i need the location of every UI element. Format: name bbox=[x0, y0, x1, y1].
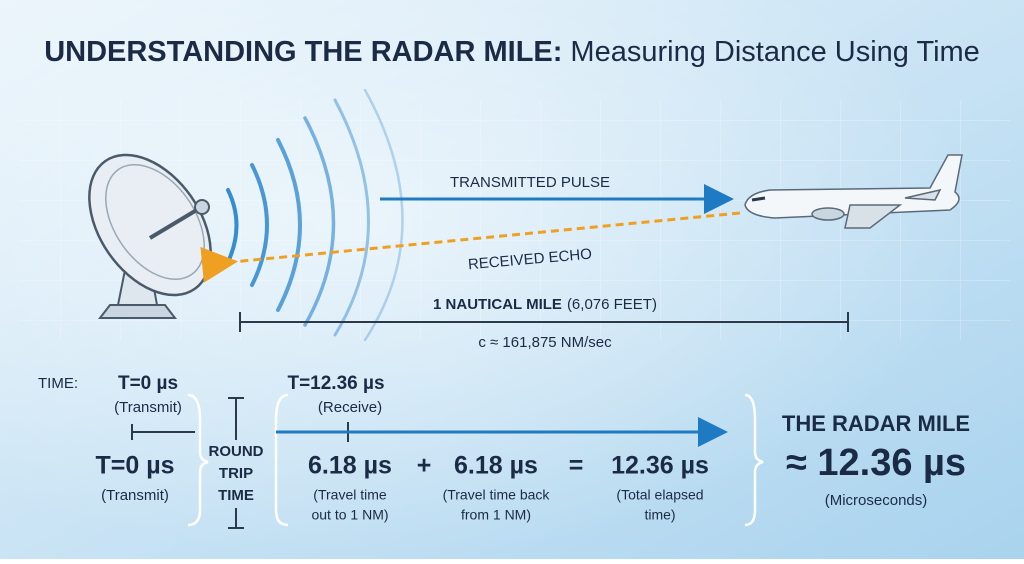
title-rest: Measuring Distance Using Time bbox=[570, 36, 979, 68]
out-note: out to 1 NM) bbox=[311, 507, 388, 523]
distance-label: 1 NAUTICAL MILE (6,076 FEET) bbox=[433, 296, 657, 313]
total-note: time) bbox=[644, 507, 675, 523]
distance-bold: 1 NAUTICAL MILE bbox=[433, 296, 562, 313]
out-value: 6.18 µs bbox=[308, 452, 392, 480]
out-note: (Travel time bbox=[313, 487, 387, 503]
time-label: TIME: bbox=[38, 375, 78, 392]
round-trip: ROUND bbox=[209, 443, 264, 460]
echo-arrow bbox=[200, 211, 741, 283]
result-note: (Microseconds) bbox=[825, 492, 928, 509]
total-value: 12.36 µs bbox=[611, 452, 709, 480]
distance-note: (6,076 FEET) bbox=[567, 296, 657, 313]
eq-start-note: (Transmit) bbox=[101, 487, 169, 504]
plus: + bbox=[417, 452, 432, 480]
timeline-marks bbox=[131, 393, 764, 529]
result-value: ≈ 12.36 µs bbox=[786, 442, 966, 484]
start-time: T=0 µs bbox=[118, 373, 178, 394]
airplane bbox=[744, 154, 963, 229]
back-note: from 1 NM) bbox=[461, 507, 531, 523]
pulse-label: TRANSMITTED PULSE bbox=[450, 174, 610, 191]
waves bbox=[226, 88, 404, 342]
start-note: (Transmit) bbox=[114, 399, 182, 416]
distance-bar bbox=[239, 312, 849, 332]
result-title: THE RADAR MILE bbox=[782, 411, 970, 436]
back-value: 6.18 µs bbox=[454, 452, 538, 480]
round-trip: TIME bbox=[218, 487, 254, 504]
end-note: (Receive) bbox=[318, 399, 382, 416]
end-time: T=12.36 µs bbox=[287, 373, 384, 394]
title: UNDERSTANDING THE RADAR MILE: Measuring D… bbox=[44, 36, 980, 68]
equals: = bbox=[569, 452, 584, 480]
total-note: (Total elapsed bbox=[616, 487, 703, 503]
title-bold: UNDERSTANDING THE RADAR MILE: bbox=[44, 36, 562, 68]
speed: c ≈ 161,875 NM/sec bbox=[478, 334, 612, 351]
round-trip: TRIP bbox=[219, 465, 253, 482]
eq-start-time: T=0 µs bbox=[95, 452, 174, 480]
radar-dish bbox=[88, 153, 212, 319]
back-note: (Travel time back bbox=[443, 487, 551, 503]
